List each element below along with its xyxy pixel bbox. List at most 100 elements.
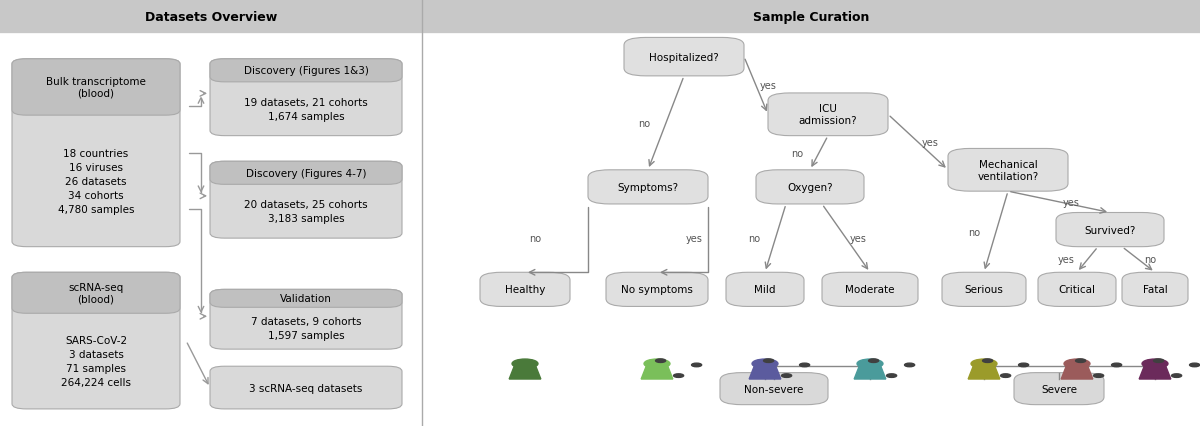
- Text: Discovery (Figures 4-7): Discovery (Figures 4-7): [246, 168, 366, 178]
- FancyBboxPatch shape: [726, 273, 804, 307]
- FancyBboxPatch shape: [720, 373, 828, 405]
- Circle shape: [1093, 374, 1104, 377]
- Circle shape: [655, 359, 666, 363]
- Text: SARS-CoV-2
3 datasets
71 samples
264,224 cells: SARS-CoV-2 3 datasets 71 samples 264,224…: [61, 335, 131, 387]
- Text: no: no: [968, 227, 980, 237]
- Text: Oxygen?: Oxygen?: [787, 182, 833, 193]
- Text: Validation: Validation: [280, 294, 332, 304]
- Circle shape: [1001, 374, 1010, 377]
- FancyBboxPatch shape: [0, 0, 422, 34]
- Text: Mild: Mild: [755, 285, 775, 295]
- FancyBboxPatch shape: [210, 290, 402, 308]
- FancyBboxPatch shape: [1014, 373, 1104, 405]
- Text: 7 datasets, 9 cohorts
1,597 samples: 7 datasets, 9 cohorts 1,597 samples: [251, 317, 361, 340]
- FancyBboxPatch shape: [422, 0, 1200, 34]
- FancyBboxPatch shape: [1038, 273, 1116, 307]
- Circle shape: [1111, 363, 1122, 367]
- Text: Datasets Overview: Datasets Overview: [145, 11, 277, 23]
- Text: yes: yes: [760, 81, 776, 91]
- Text: 20 datasets, 25 cohorts
3,183 samples: 20 datasets, 25 cohorts 3,183 samples: [244, 200, 368, 224]
- Text: no: no: [529, 233, 541, 244]
- Text: Moderate: Moderate: [845, 285, 895, 295]
- FancyBboxPatch shape: [606, 273, 708, 307]
- Circle shape: [644, 359, 670, 368]
- Text: scRNA-seq
(blood): scRNA-seq (blood): [68, 282, 124, 304]
- Circle shape: [887, 374, 896, 377]
- Text: Healthy: Healthy: [505, 285, 545, 295]
- Text: Bulk transcriptome
(blood): Bulk transcriptome (blood): [46, 77, 146, 98]
- FancyBboxPatch shape: [1122, 273, 1188, 307]
- Circle shape: [1171, 374, 1182, 377]
- Circle shape: [691, 363, 702, 367]
- Circle shape: [1153, 359, 1164, 363]
- Polygon shape: [641, 366, 673, 379]
- Text: Mechanical
ventilation?: Mechanical ventilation?: [977, 159, 1039, 181]
- Text: yes: yes: [850, 233, 866, 244]
- Polygon shape: [1061, 366, 1093, 379]
- FancyBboxPatch shape: [210, 366, 402, 409]
- Circle shape: [869, 359, 878, 363]
- FancyBboxPatch shape: [1056, 213, 1164, 247]
- Circle shape: [971, 359, 997, 368]
- FancyBboxPatch shape: [210, 60, 402, 83]
- FancyBboxPatch shape: [210, 60, 402, 136]
- Text: yes: yes: [686, 233, 703, 244]
- FancyBboxPatch shape: [12, 60, 180, 247]
- Polygon shape: [509, 366, 541, 379]
- Text: no: no: [1145, 255, 1157, 265]
- Text: yes: yes: [1062, 197, 1080, 207]
- Text: Sample Curation: Sample Curation: [754, 11, 869, 23]
- Polygon shape: [1139, 366, 1171, 379]
- Circle shape: [512, 359, 538, 368]
- Text: no: no: [638, 118, 650, 129]
- Text: yes: yes: [922, 138, 938, 148]
- Circle shape: [905, 363, 914, 367]
- Polygon shape: [854, 366, 886, 379]
- FancyBboxPatch shape: [12, 60, 180, 116]
- Circle shape: [781, 374, 792, 377]
- FancyBboxPatch shape: [12, 273, 180, 409]
- FancyBboxPatch shape: [768, 94, 888, 136]
- FancyBboxPatch shape: [942, 273, 1026, 307]
- FancyBboxPatch shape: [624, 38, 744, 77]
- Circle shape: [857, 359, 883, 368]
- Circle shape: [799, 363, 810, 367]
- FancyBboxPatch shape: [822, 273, 918, 307]
- Circle shape: [763, 359, 774, 363]
- Text: 19 datasets, 21 cohorts
1,674 samples: 19 datasets, 21 cohorts 1,674 samples: [244, 98, 368, 121]
- Text: Severe: Severe: [1042, 384, 1078, 394]
- FancyBboxPatch shape: [948, 149, 1068, 192]
- Circle shape: [673, 374, 684, 377]
- Text: No symptoms: No symptoms: [622, 285, 692, 295]
- Text: Critical: Critical: [1058, 285, 1096, 295]
- Text: Symptoms?: Symptoms?: [618, 182, 678, 193]
- Text: Fatal: Fatal: [1142, 285, 1168, 295]
- FancyBboxPatch shape: [12, 273, 180, 314]
- Text: Serious: Serious: [965, 285, 1003, 295]
- Text: Survived?: Survived?: [1085, 225, 1135, 235]
- Polygon shape: [968, 366, 1000, 379]
- Text: 3 scRNA-seq datasets: 3 scRNA-seq datasets: [250, 383, 362, 393]
- Text: Hospitalized?: Hospitalized?: [649, 52, 719, 63]
- Circle shape: [752, 359, 778, 368]
- FancyBboxPatch shape: [210, 162, 402, 185]
- Text: no: no: [791, 148, 804, 158]
- FancyBboxPatch shape: [756, 170, 864, 204]
- FancyBboxPatch shape: [210, 162, 402, 239]
- Text: yes: yes: [1057, 255, 1074, 265]
- Text: Discovery (Figures 1&3): Discovery (Figures 1&3): [244, 66, 368, 76]
- Circle shape: [1064, 359, 1090, 368]
- Text: ICU
admission?: ICU admission?: [799, 104, 857, 126]
- Circle shape: [983, 359, 992, 363]
- Polygon shape: [749, 366, 781, 379]
- Circle shape: [1019, 363, 1028, 367]
- FancyBboxPatch shape: [588, 170, 708, 204]
- FancyBboxPatch shape: [210, 290, 402, 349]
- FancyBboxPatch shape: [480, 273, 570, 307]
- Circle shape: [1142, 359, 1168, 368]
- Circle shape: [1189, 363, 1200, 367]
- Text: 18 countries
16 viruses
26 datasets
34 cohorts
4,780 samples: 18 countries 16 viruses 26 datasets 34 c…: [58, 149, 134, 214]
- Text: no: no: [748, 233, 760, 244]
- Text: Non-severe: Non-severe: [744, 384, 804, 394]
- Circle shape: [1075, 359, 1086, 363]
